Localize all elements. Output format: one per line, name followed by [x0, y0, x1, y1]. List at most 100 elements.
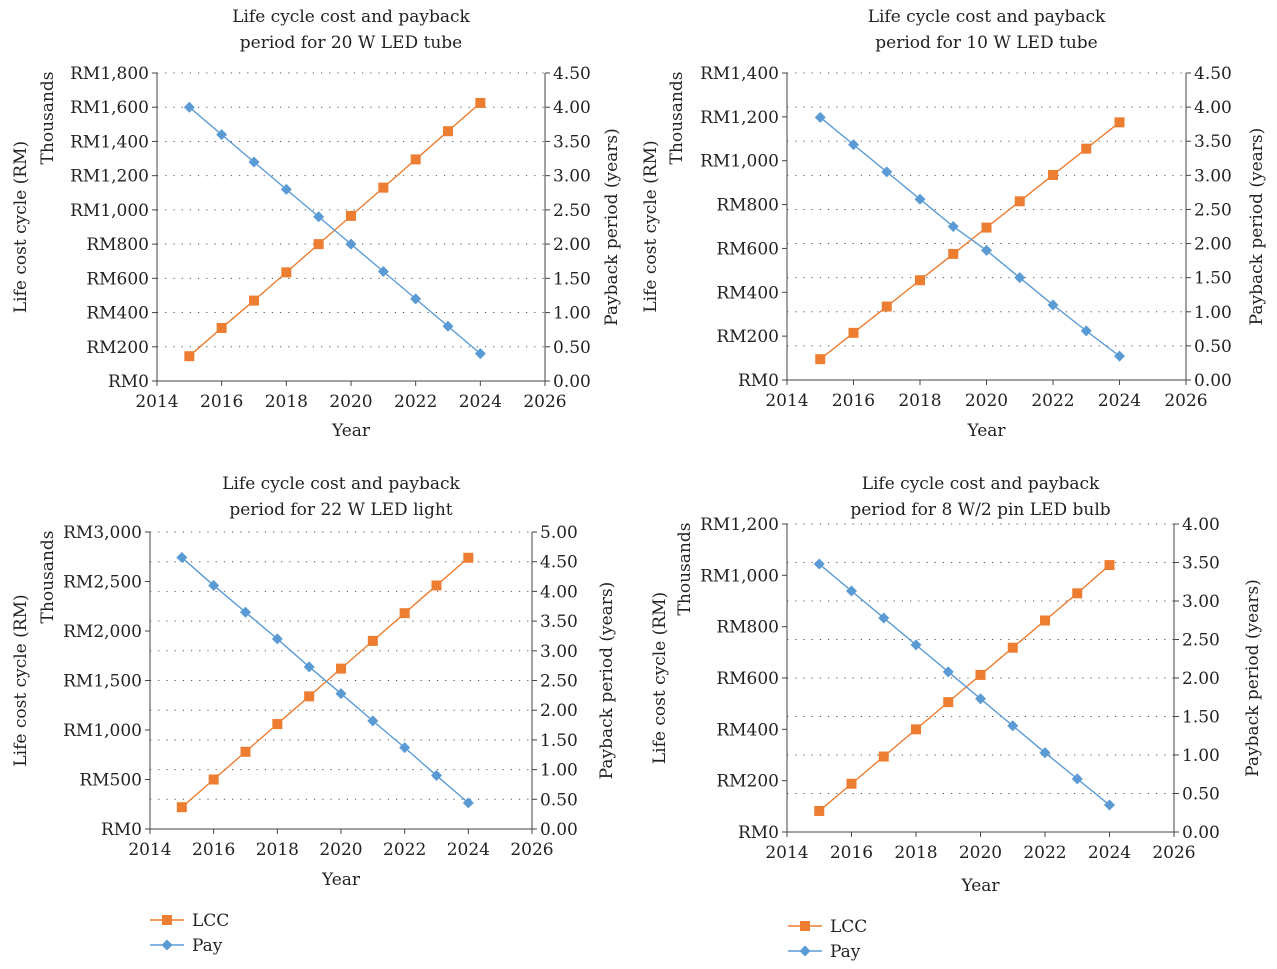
right-tick-label: 0.50 — [1194, 337, 1232, 357]
pay-point — [208, 579, 220, 591]
lcc-point — [981, 222, 992, 233]
right-axis-label: Payback period (years) — [602, 128, 622, 326]
series-line-lcc — [818, 564, 1110, 812]
chart-title-line: period for 10 W LED tube — [875, 33, 1097, 53]
lcc-point — [881, 301, 892, 312]
left-tick-label: RM1,400 — [700, 64, 779, 84]
lcc-point — [336, 663, 346, 674]
left-tick-label: RM0 — [738, 371, 779, 391]
pay-point — [240, 606, 251, 618]
right-tick-label: 4.50 — [540, 553, 578, 573]
pay-point — [814, 111, 826, 123]
lcc-point — [948, 248, 959, 259]
left-tick-label: RM3,000 — [63, 523, 142, 543]
x-tick-label: 2016 — [832, 391, 875, 411]
pay-point — [248, 156, 260, 168]
x-axis-label: Year — [960, 876, 1000, 896]
legend-label-lcc: LCC — [192, 911, 229, 931]
pay-point — [367, 715, 379, 727]
pay-point — [271, 633, 283, 645]
chart-title-line: Life cycle cost and payback — [232, 7, 470, 27]
right-tick-label: 3.00 — [553, 167, 591, 187]
left-tick-label: RM2,000 — [63, 622, 142, 642]
legend: LCC Pay — [150, 911, 229, 956]
left-axis-label: Life cost cycle (RM) — [11, 594, 31, 766]
lcc-point — [463, 552, 474, 563]
right-tick-label: 4.00 — [1194, 98, 1232, 118]
series-line-pay — [188, 106, 481, 355]
left-tick-label: RM600 — [716, 669, 779, 689]
pay-point — [462, 797, 474, 809]
x-tick-label: 2022 — [394, 392, 437, 412]
left-tick-label: RM0 — [108, 372, 149, 392]
left-tick-label: RM600 — [86, 269, 149, 289]
chart-title-line: Life cycle cost and payback — [868, 7, 1106, 27]
pay-point — [1104, 799, 1115, 811]
lcc-point — [272, 719, 283, 730]
right-tick-label: 1.50 — [1182, 708, 1220, 728]
pay-point — [942, 666, 954, 678]
left-axis-unit-label: Thousands — [675, 523, 695, 616]
right-tick-label: 3.50 — [540, 612, 578, 632]
series-line-pay — [181, 557, 469, 804]
lcc-point — [216, 322, 227, 333]
left-axis-unit-label: Thousands — [38, 531, 58, 624]
x-tick-label: 2026 — [1164, 391, 1207, 411]
lcc-point — [1014, 196, 1025, 207]
right-tick-label: 2.50 — [1182, 631, 1220, 651]
pay-point — [280, 183, 292, 195]
lcc-point — [184, 351, 195, 362]
lcc-point — [443, 126, 453, 137]
left-tick-label: RM1,600 — [70, 98, 149, 118]
lcc-point — [1007, 642, 1018, 653]
x-tick-label: 2018 — [894, 843, 937, 863]
x-axis-label: Year — [321, 870, 361, 890]
lcc-point — [1081, 143, 1092, 154]
left-tick-label: RM400 — [716, 720, 779, 740]
pay-point — [1047, 299, 1059, 311]
pay-point — [399, 742, 411, 754]
lcc-point — [1114, 117, 1125, 128]
right-tick-label: 3.00 — [1182, 592, 1220, 612]
left-axis-label: Life cost cycle (RM) — [650, 592, 670, 764]
pay-point — [216, 129, 228, 141]
right-tick-label: 2.00 — [1182, 669, 1220, 689]
right-tick-label: 1.50 — [553, 269, 591, 289]
left-tick-label: RM200 — [716, 327, 779, 347]
series-line-pay — [818, 563, 1110, 806]
right-axis-label: Payback period (years) — [597, 582, 617, 780]
lcc-point — [814, 805, 825, 816]
lcc-point — [1048, 169, 1058, 180]
left-tick-label: RM1,000 — [70, 201, 149, 221]
lcc-point — [313, 239, 324, 250]
left-tick-label: RM800 — [716, 196, 779, 216]
x-tick-label: 2020 — [319, 840, 362, 860]
right-axis-label: Payback period (years) — [1247, 128, 1267, 326]
right-tick-label: 0.00 — [1182, 823, 1220, 843]
left-tick-label: RM1,200 — [700, 515, 779, 535]
pay-point — [377, 265, 389, 277]
series-line-pay — [819, 116, 1120, 357]
lcc-point — [915, 275, 925, 286]
pay-point — [1014, 272, 1026, 284]
x-tick-label: 2016 — [830, 843, 873, 863]
left-tick-label: RM800 — [716, 618, 779, 638]
x-tick-label: 2024 — [1088, 843, 1131, 863]
lcc-point — [304, 691, 315, 702]
lcc-point — [249, 295, 259, 306]
chart-panel-3: Life cycle cost and payback period for 22… — [11, 474, 617, 890]
pay-point — [878, 612, 890, 624]
lcc-point — [431, 580, 442, 591]
x-tick-label: 2018 — [256, 840, 299, 860]
right-tick-label: 2.00 — [540, 701, 578, 721]
right-tick-label: 4.00 — [540, 582, 578, 602]
left-tick-label: RM0 — [738, 823, 779, 843]
legend-marker-lcc — [800, 921, 810, 931]
lcc-point — [1072, 588, 1083, 599]
legend-label-pay: Pay — [830, 942, 861, 962]
left-tick-label: RM600 — [716, 239, 779, 259]
left-axis-label: Life cost cycle (RM) — [11, 141, 31, 313]
pay-point — [1039, 747, 1051, 759]
